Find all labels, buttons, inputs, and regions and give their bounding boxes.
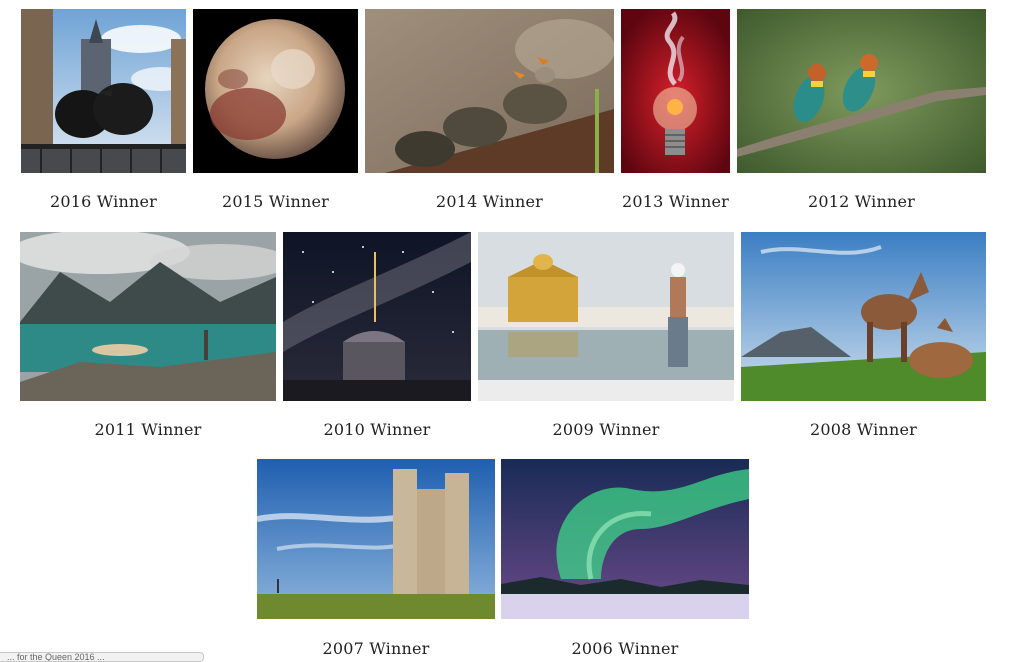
gallery-caption: 2006 Winner	[571, 639, 679, 658]
gallery-tile-2015[interactable]	[193, 9, 358, 173]
gallery-tile-2014[interactable]	[365, 9, 614, 173]
observatory-milky-way-photo	[283, 232, 471, 401]
gallery-caption: 2010 Winner	[323, 420, 431, 439]
mountain-lake-rowboat-photo	[20, 232, 276, 401]
gallery-caption: 2011 Winner	[94, 420, 202, 439]
pluto-photo	[193, 9, 358, 173]
gallery-tile-2009[interactable]	[478, 232, 734, 401]
gallery-caption: 2016 Winner	[49, 192, 157, 211]
smoking-lightbulb-photo	[621, 9, 730, 173]
gallery-tile-2006[interactable]	[501, 459, 749, 619]
gallery-caption: 2012 Winner	[807, 192, 915, 211]
golden-temple-pilgrim-photo	[478, 232, 734, 401]
gallery-tile-2016[interactable]	[21, 9, 186, 173]
ravens-on-railing-photo	[21, 9, 186, 173]
gallery-tile-2013[interactable]	[621, 9, 730, 173]
stone-tower-photo	[257, 459, 495, 619]
gallery-caption: 2013 Winner	[621, 192, 729, 211]
browser-status-bar: ... for the Queen 2016 ...	[0, 652, 204, 662]
gallery-caption: 2014 Winner	[435, 192, 543, 211]
gallery-caption: 2008 Winner	[809, 420, 917, 439]
gallery-tile-2007[interactable]	[257, 459, 495, 619]
gallery-tile-2008[interactable]	[741, 232, 986, 401]
bee-eaters-on-branch-photo	[737, 9, 986, 173]
gallery-caption: 2015 Winner	[221, 192, 329, 211]
gallery-caption: 2009 Winner	[552, 420, 660, 439]
gallery-tile-2012[interactable]	[737, 9, 986, 173]
gallery-tile-2010[interactable]	[283, 232, 471, 401]
gallery-caption: 2007 Winner	[322, 639, 430, 658]
aurora-borealis-photo	[501, 459, 749, 619]
horses-on-hillside-photo	[741, 232, 986, 401]
gallery-tile-2011[interactable]	[20, 232, 276, 401]
turtles-and-butterflies-photo	[365, 9, 614, 173]
